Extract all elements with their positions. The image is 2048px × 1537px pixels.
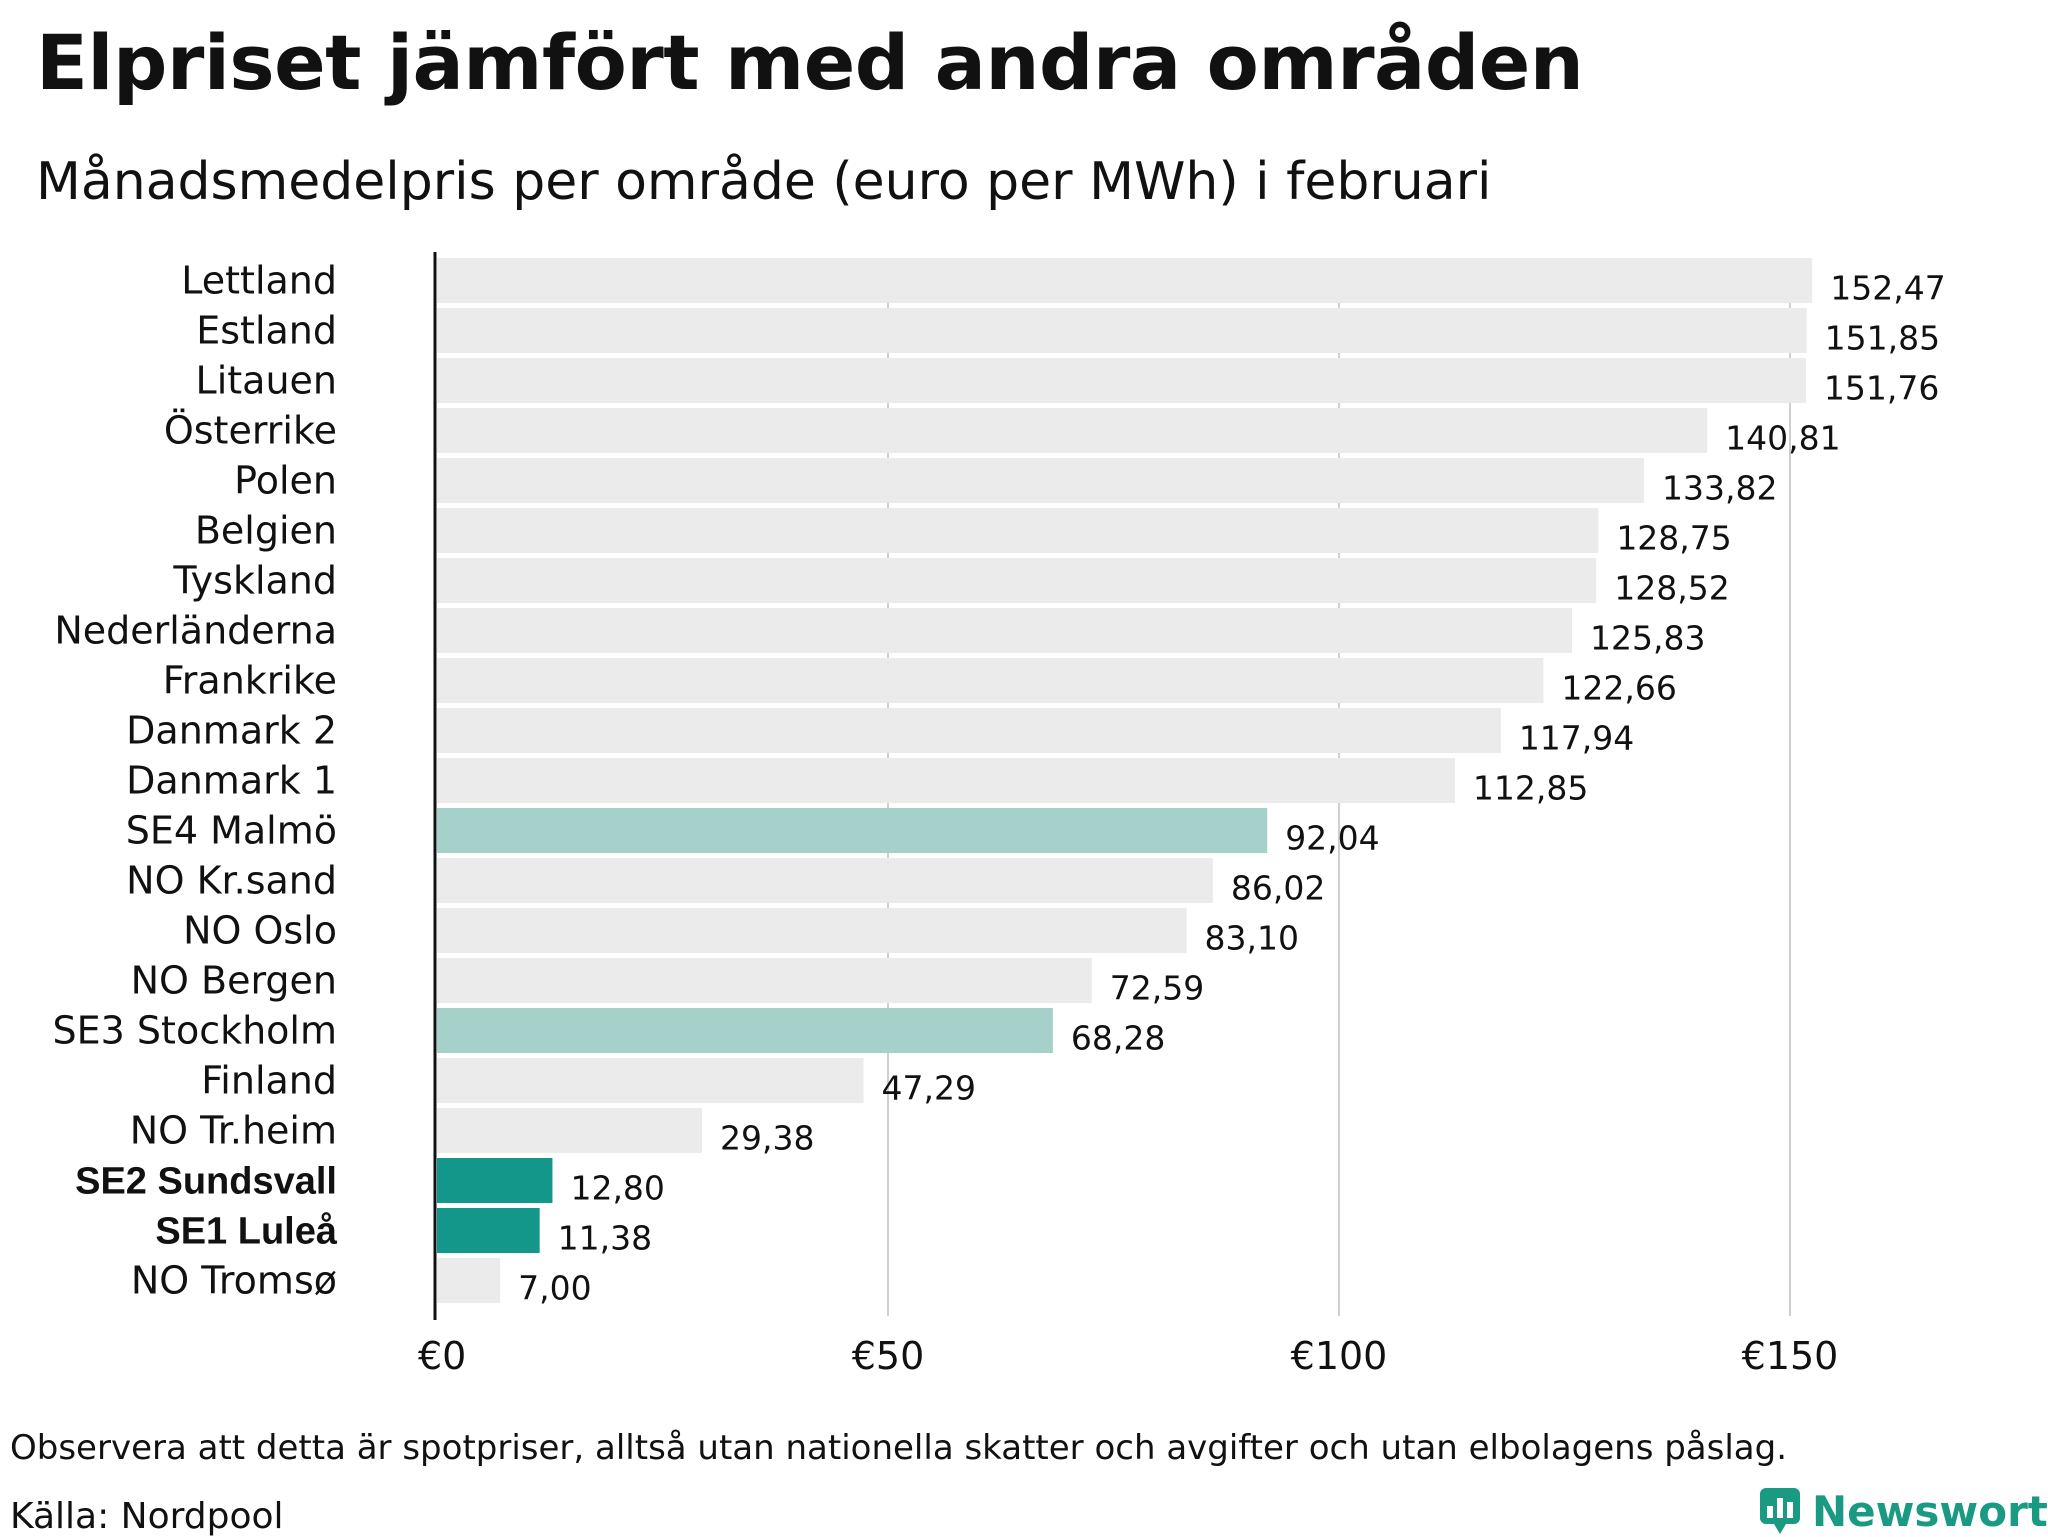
- category-label: NO Bergen: [131, 959, 337, 1003]
- bar-chart: Lettland Estland Litauen Österrike Polen Belg…: [53, 252, 1946, 1378]
- bar: [437, 258, 1813, 303]
- chart-subtitle: Månadsmedelpris per område (euro per MWh…: [36, 152, 1492, 212]
- value-label: 133,82: [1662, 469, 1777, 508]
- bars: [437, 258, 1813, 1303]
- source-credit: Källa: Nordpool: [10, 1496, 284, 1537]
- category-label: SE1 Luleå: [155, 1211, 337, 1253]
- value-label: 12,80: [570, 1169, 664, 1208]
- value-labels: 152,47 151,85 151,76 140,81 133,82 128,75 128,…: [518, 269, 1946, 1308]
- bar: [437, 508, 1599, 553]
- category-label: NO Oslo: [183, 909, 337, 953]
- chart-title: Elpriset jämfört med andra områden: [36, 18, 1584, 107]
- value-label: 117,94: [1519, 719, 1634, 758]
- brand-name: Newsworthy: [1812, 1486, 2048, 1536]
- bar: [437, 908, 1187, 953]
- value-label: 151,76: [1824, 369, 1939, 408]
- category-label: Polen: [234, 459, 337, 503]
- footnote: Observera att detta är spotpriser, allts…: [10, 1428, 1788, 1468]
- brand-logo: Newsworthy: [1758, 1486, 2048, 1536]
- category-label: Frankrike: [163, 659, 337, 703]
- category-label: Danmark 1: [126, 759, 337, 803]
- x-tick-labels: €0 €50 €100 €150: [418, 1334, 1838, 1378]
- x-tick-label: €150: [1742, 1334, 1839, 1378]
- bar: [437, 1058, 864, 1103]
- bar: [437, 958, 1092, 1003]
- category-label: Litauen: [196, 359, 337, 403]
- value-label: 29,38: [720, 1119, 814, 1158]
- value-label: 83,10: [1205, 919, 1299, 958]
- category-label: Nederländerna: [54, 609, 337, 653]
- category-label: SE4 Malmö: [126, 809, 337, 853]
- bar: [437, 758, 1455, 803]
- value-label: 86,02: [1231, 869, 1325, 908]
- value-label: 152,47: [1830, 269, 1945, 308]
- bar: [437, 408, 1708, 453]
- bar: [437, 608, 1572, 653]
- x-tick-label: €50: [852, 1334, 925, 1378]
- bar: [437, 1158, 553, 1203]
- bar: [437, 1008, 1053, 1053]
- value-label: 140,81: [1725, 419, 1840, 458]
- newsworthy-logo-icon: [1760, 1488, 1800, 1534]
- value-label: 92,04: [1285, 819, 1379, 858]
- value-label: 11,38: [558, 1219, 652, 1258]
- bar: [437, 808, 1268, 853]
- value-label: 7,00: [518, 1269, 591, 1308]
- bar: [437, 1108, 703, 1153]
- value-label: 125,83: [1590, 619, 1705, 658]
- category-label: Finland: [201, 1059, 337, 1103]
- category-label: Danmark 2: [126, 709, 337, 753]
- category-label: NO Tromsø: [131, 1259, 337, 1303]
- category-label: NO Tr.heim: [130, 1109, 337, 1153]
- bar: [437, 1258, 501, 1303]
- value-label: 68,28: [1071, 1019, 1165, 1058]
- bar: [437, 558, 1597, 603]
- value-label: 151,85: [1825, 319, 1940, 358]
- category-label: Lettland: [181, 259, 337, 303]
- category-label: NO Kr.sand: [126, 859, 337, 903]
- category-label: Tyskland: [172, 559, 337, 603]
- bar: [437, 708, 1501, 753]
- value-label: 128,75: [1616, 519, 1731, 558]
- category-label: Österrike: [164, 409, 337, 453]
- category-label: Belgien: [195, 509, 337, 553]
- value-label: 128,52: [1614, 569, 1729, 608]
- bar: [437, 1208, 540, 1253]
- x-tick-label: €0: [418, 1334, 466, 1378]
- bar: [437, 358, 1806, 403]
- category-label: SE2 Sundsvall: [75, 1161, 337, 1203]
- bar: [437, 458, 1645, 503]
- value-label: 72,59: [1110, 969, 1204, 1008]
- value-label: 47,29: [882, 1069, 976, 1108]
- bar: [437, 658, 1544, 703]
- x-tick-label: €100: [1291, 1334, 1388, 1378]
- category-label: SE3 Stockholm: [53, 1009, 337, 1053]
- value-label: 112,85: [1473, 769, 1588, 808]
- value-label: 122,66: [1561, 669, 1676, 708]
- bar: [437, 308, 1807, 353]
- category-labels: Lettland Estland Litauen Österrike Polen Belg…: [53, 259, 338, 1303]
- category-label: Estland: [196, 309, 337, 353]
- bar: [437, 858, 1213, 903]
